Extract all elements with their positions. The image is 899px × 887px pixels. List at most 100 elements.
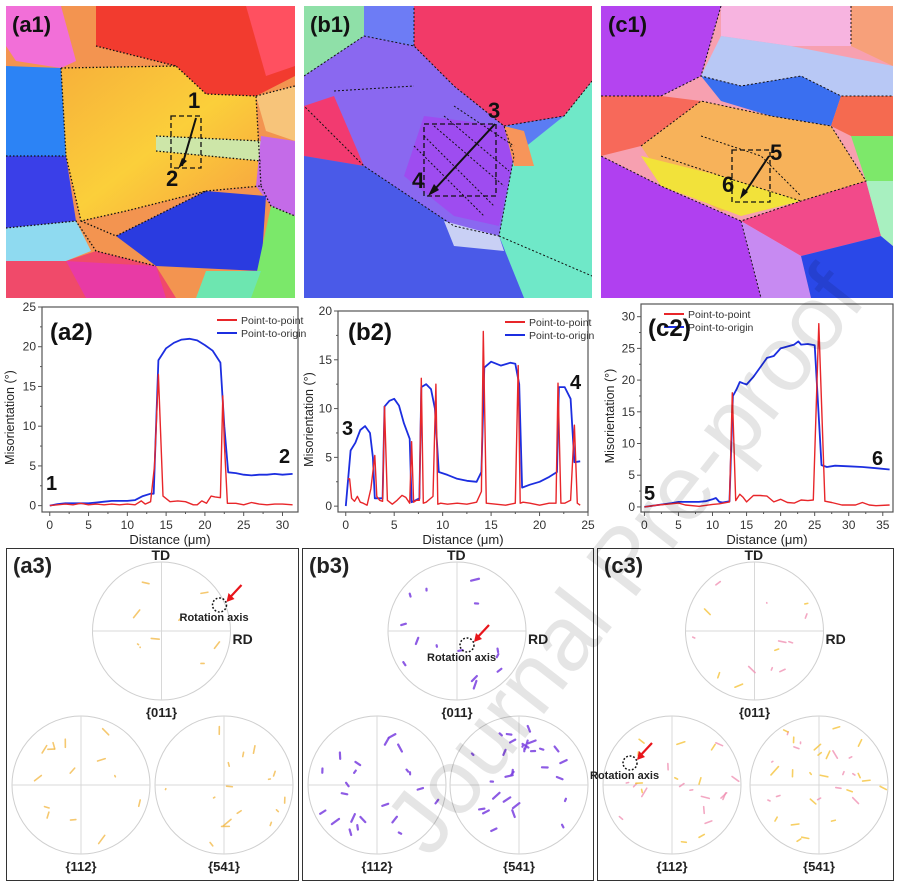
orientation-streak <box>272 770 276 777</box>
orientation-streak <box>414 636 420 646</box>
orientation-streak <box>383 736 390 746</box>
td-label: TD <box>744 547 764 563</box>
panel-label: (a3) <box>13 553 53 578</box>
orientation-streak <box>510 770 515 777</box>
legend-label: Point-to-origin <box>529 330 595 342</box>
orientation-streak <box>715 580 722 586</box>
orientation-streak <box>402 661 407 667</box>
orientation-streak <box>178 617 182 622</box>
orientation-streak <box>788 640 794 644</box>
y-tick-label: 0 <box>325 499 332 513</box>
orientation-streak <box>775 794 781 798</box>
end-point-label: 4 <box>570 372 582 394</box>
start-point-label: 5 <box>644 483 655 505</box>
x-tick-label: 15 <box>159 518 173 532</box>
x-tick-label: 20 <box>533 518 547 532</box>
plot-frame <box>41 306 299 513</box>
point-label-5: 5 <box>770 140 783 165</box>
orientation-streak <box>495 653 500 659</box>
orientation-streak <box>69 818 77 821</box>
legend-label: Point-to-origin <box>688 322 754 334</box>
orientation-streak <box>618 815 624 821</box>
ebsd-map-c1 <box>601 6 893 298</box>
orientation-streak <box>502 796 512 803</box>
pole-figure-label-top: {011} <box>441 705 473 720</box>
orientation-streak <box>846 789 854 793</box>
pole-figure-label-br: {541} <box>503 859 535 874</box>
y-tick-label: 10 <box>319 402 333 416</box>
x-tick-label: 0 <box>641 518 648 532</box>
y-tick-label: 0 <box>628 500 635 514</box>
y-tick-label: 5 <box>325 450 332 464</box>
orientation-streak <box>236 809 242 815</box>
orientation-streak <box>477 807 486 811</box>
point-label-1: 1 <box>188 88 201 113</box>
orientation-streak <box>720 792 728 799</box>
orientation-streak <box>470 674 478 683</box>
orientation-streak <box>555 775 564 781</box>
orientation-streak <box>796 838 802 843</box>
orientation-streak <box>782 729 789 733</box>
orientation-streak <box>511 802 521 810</box>
orientation-streak <box>137 799 142 808</box>
orientation-streak <box>96 757 106 762</box>
orientation-streak <box>747 665 756 674</box>
orientation-streak <box>804 613 808 619</box>
orientation-streak <box>817 751 823 756</box>
x-tick-label: 25 <box>237 518 251 532</box>
orientation-streak <box>354 760 362 767</box>
orientation-streak <box>527 739 537 745</box>
orientation-streak <box>793 746 800 750</box>
x-tick-label: 20 <box>774 518 788 532</box>
orientation-streak <box>770 765 780 776</box>
y-tick-label: 5 <box>29 459 36 473</box>
series-line-point-to-point <box>49 373 293 507</box>
orientation-streak <box>774 648 780 652</box>
pole-figure-label-bl: {112} <box>656 859 688 874</box>
orientation-streak <box>150 637 161 640</box>
orientation-streak <box>33 774 43 782</box>
pole-figure-panel-a3: {011} {112} {541} (a3) TD RD Rotation axis <box>6 547 299 881</box>
panel-label: (c2) <box>648 315 691 342</box>
orientation-streak <box>209 841 214 847</box>
orientation-streak <box>731 775 740 783</box>
y-tick-label: 25 <box>622 341 636 355</box>
orientation-streak <box>734 683 744 689</box>
orientation-streak <box>434 798 440 805</box>
x-tick-label: 5 <box>391 518 398 532</box>
y-tick-label: 20 <box>23 340 37 354</box>
orientation-streak <box>770 666 774 671</box>
orientation-streak <box>213 641 221 650</box>
pole-figure-label-br: {541} <box>208 859 240 874</box>
rotation-axis-label: Rotation axis <box>179 612 249 624</box>
orientation-streak <box>69 767 76 774</box>
orientation-streak <box>46 811 50 819</box>
legend-label: Point-to-point <box>241 315 304 327</box>
orientation-streak <box>491 791 501 800</box>
panel-label: (b3) <box>309 553 350 578</box>
legend-label: Point-to-point <box>688 309 751 321</box>
orientation-streak <box>698 777 702 785</box>
x-tick-label: 10 <box>121 518 135 532</box>
orientation-streak <box>879 785 888 791</box>
orientation-streak <box>774 816 778 822</box>
pole-figure-label-bl: {112} <box>65 859 97 874</box>
orientation-streak <box>225 785 234 788</box>
red-arrowhead-icon <box>637 751 645 760</box>
orientation-streak <box>43 805 50 809</box>
orientation-streak <box>472 679 478 690</box>
orientation-streak <box>391 815 398 824</box>
orientation-streak <box>136 643 140 646</box>
x-tick-label: 30 <box>842 518 856 532</box>
chart-a2: 0 5 10 15 20 25 0 5 10 15 20 25 30 Distance (μm) Misor… <box>3 300 307 547</box>
orientation-streak <box>698 833 706 839</box>
series-line-point-to-origin <box>49 337 293 507</box>
rd-label: RD <box>232 631 253 647</box>
pole-figures <box>11 561 294 855</box>
orientation-streak <box>638 738 645 744</box>
y-tick-label: 10 <box>23 419 37 433</box>
point-label-2: 2 <box>166 166 179 191</box>
x-tick-label: 10 <box>706 518 720 532</box>
ebsd-map-b1 <box>304 6 592 298</box>
orientation-streak <box>521 742 530 749</box>
